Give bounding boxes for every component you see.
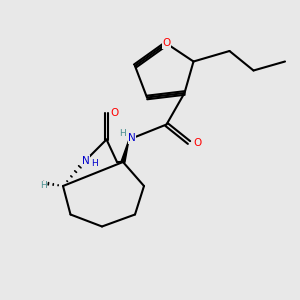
Polygon shape: [121, 140, 129, 163]
Text: H: H: [119, 129, 126, 138]
Text: N: N: [128, 133, 136, 143]
Text: O: O: [110, 107, 118, 118]
Text: O: O: [194, 137, 202, 148]
Text: H: H: [91, 159, 98, 168]
Text: H: H: [40, 182, 47, 190]
Text: O: O: [162, 38, 171, 49]
Text: N: N: [82, 155, 89, 166]
